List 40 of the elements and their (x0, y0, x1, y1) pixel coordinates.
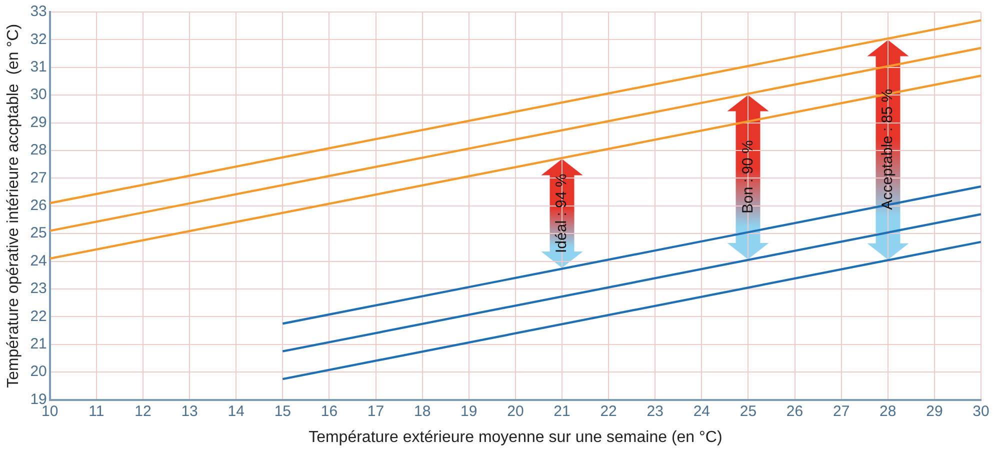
y-tick-label: 31 (30, 58, 47, 76)
x-tick-label: 15 (274, 402, 292, 420)
y-tick-label: 29 (30, 114, 47, 131)
x-tick-label: 20 (507, 402, 524, 420)
y-tick-label: 24 (30, 252, 47, 270)
y-tick-label: 20 (30, 363, 47, 380)
x-tick-label: 24 (693, 402, 710, 420)
x-tick-label: 29 (926, 402, 943, 420)
y-tick-label: 33 (30, 3, 47, 20)
x-tick-label: 28 (880, 402, 896, 420)
y-tick-label: 28 (30, 142, 47, 159)
x-tick-label: 27 (832, 402, 850, 420)
y-tick-label: 21 (30, 336, 47, 353)
y-tick-label: 22 (30, 308, 47, 325)
y-tick-label: 27 (30, 169, 47, 186)
x-tick-label: 17 (367, 402, 384, 420)
x-tick-label: 30 (972, 402, 990, 420)
x-tick-label: 23 (646, 402, 664, 420)
x-tick-label: 21 (554, 402, 570, 420)
annotation: Bon : 90 % (739, 140, 756, 214)
x-tick-label: 10 (42, 402, 58, 420)
y-tick-label: 25 (30, 224, 47, 242)
x-tick-label: 25 (740, 402, 757, 420)
y-axis-title: Température opérative intérieure accptable (en °C) (5, 24, 22, 388)
x-tick-label: 16 (320, 402, 338, 420)
y-tick-label: 32 (30, 30, 47, 48)
x-tick-label: 13 (181, 402, 198, 420)
x-tick-label: 26 (786, 402, 804, 420)
x-tick-label: 14 (228, 402, 244, 420)
y-tick-label: 30 (30, 86, 47, 104)
x-axis-title: Température extérieure moyenne sur une semaine (en °C) (308, 428, 722, 446)
x-tick-label: 19 (460, 402, 478, 420)
y-tick-label: 26 (30, 197, 47, 214)
annotation: Acceptable : 85 % (879, 88, 896, 210)
x-tick-label: 18 (414, 402, 431, 420)
y-tick-label: 23 (30, 280, 47, 298)
x-tick-label: 11 (88, 402, 104, 420)
x-tick-label: 22 (600, 402, 617, 420)
x-tick-label: 12 (134, 402, 152, 420)
annotation: Idéal : 94 % (553, 174, 570, 253)
